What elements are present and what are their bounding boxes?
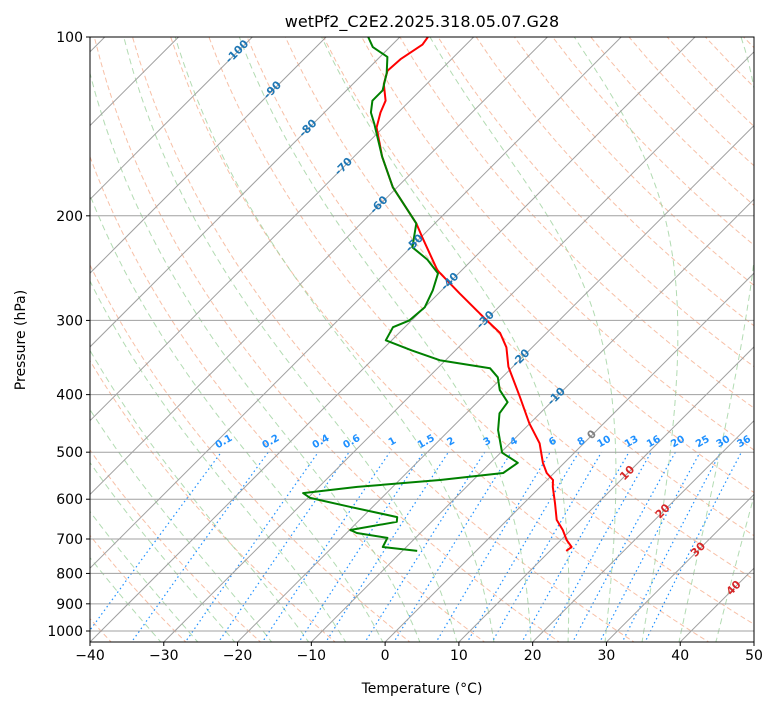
moist-adiabat-line: [175, 37, 494, 644]
isotherm-line: [0, 37, 400, 644]
x-tick-label: −30: [149, 648, 179, 664]
mixing-ratio-line: [599, 452, 700, 643]
isotherm-label: 10: [617, 463, 637, 483]
dry-adiabat-line: [56, 37, 487, 644]
mixing-ratio-label: 0.6: [341, 433, 362, 451]
y-tick-label: 300: [56, 313, 83, 329]
mixing-ratio-label: 0.2: [261, 433, 282, 451]
y-tick-label: 1000: [47, 624, 83, 640]
moist-adiabat-line: [82, 37, 421, 644]
mixing-ratio-label: 1.5: [416, 433, 437, 451]
isotherm-line: [0, 37, 474, 644]
moist-adiabat-line: [322, 37, 569, 644]
dry-adiabat-line: [744, 37, 775, 644]
moist-adiabat-line: [430, 37, 616, 644]
y-tick-label: 500: [56, 445, 83, 461]
y-axis-label: Pressure (hPa): [13, 290, 29, 390]
isotherm-line: [752, 37, 775, 644]
dry-adiabat-line: [591, 37, 775, 644]
mixing-ratio-line: [218, 452, 350, 643]
x-tick-label: 40: [671, 648, 689, 664]
y-tick-label: 700: [56, 532, 83, 548]
mixing-ratio-line: [435, 452, 550, 643]
isotherm-line: [457, 37, 775, 644]
x-tick-label: 20: [524, 648, 542, 664]
y-tick-label: 400: [56, 388, 83, 404]
dry-adiabat-line: [438, 37, 775, 644]
mixing-ratio-label: 13: [623, 434, 641, 451]
moist-adiabat-line: [0, 37, 199, 644]
moist-adiabat-line: [124, 37, 458, 644]
x-tick-label: −20: [223, 648, 253, 664]
x-tick-label: 10: [450, 648, 468, 664]
dry-adiabat-line: [18, 37, 412, 644]
dry-adiabat-line: [667, 37, 775, 644]
mixing-ratio-label: 20: [669, 434, 687, 451]
isotherm-line: [0, 37, 252, 644]
x-tick-label: 50: [745, 648, 763, 664]
mixing-ratio-line: [467, 452, 579, 643]
x-tick-label: −10: [297, 648, 327, 664]
mixing-ratio-label: 1: [387, 436, 399, 449]
mixing-ratio-line: [393, 452, 511, 643]
mixing-ratio-line: [131, 452, 269, 643]
x-tick-label: −40: [75, 648, 105, 664]
x-tick-label: 0: [381, 648, 390, 664]
dry-adiabat-line: [553, 37, 775, 644]
y-tick-label: 100: [56, 30, 83, 46]
mixing-ratio-label: 30: [715, 434, 733, 451]
dry-adiabat-line: [705, 37, 775, 644]
y-tick-label: 600: [56, 492, 83, 508]
isotherm-line: [15, 37, 622, 644]
moist-adiabat-line: [0, 37, 273, 644]
mixing-ratio-label: 25: [694, 434, 712, 451]
isotherm-line: [88, 37, 695, 644]
isotherm-line: [0, 37, 326, 644]
chart-title: wetPf2_C2E2.2025.318.05.07.G28: [285, 12, 559, 32]
moist-adiabat-line: [16, 37, 347, 644]
dry-adiabat-line: [0, 37, 262, 644]
moist-adiabat-line: [574, 37, 678, 644]
dewpoint-profile-line: [303, 37, 518, 551]
mixing-ratio-label: 16: [645, 434, 663, 451]
dry-adiabat-line: [133, 37, 637, 644]
mixing-ratio-label: 4: [508, 436, 520, 449]
x-axis-label: Temperature (°C): [361, 681, 483, 697]
mixing-ratio-label: 6: [547, 436, 559, 449]
dry-adiabat-line: [0, 37, 337, 644]
mixing-ratio-label: 2: [445, 436, 457, 449]
mixing-ratio-label: 3: [482, 436, 494, 449]
moist-adiabat-line: [0, 37, 310, 644]
mixing-ratio-line: [80, 452, 221, 643]
mixing-ratio-line: [261, 452, 389, 643]
mixing-ratio-label: 0.1: [214, 433, 235, 451]
moist-adiabat-line: [0, 37, 236, 644]
isotherm-line: [384, 37, 775, 644]
y-tick-label: 900: [56, 597, 83, 613]
x-tick-label: 30: [598, 648, 616, 664]
y-tick-label: 200: [56, 209, 83, 225]
y-tick-label: 800: [56, 566, 83, 582]
moist-adiabat-line: [716, 37, 775, 644]
mixing-ratio-label: 0.4: [311, 433, 332, 451]
